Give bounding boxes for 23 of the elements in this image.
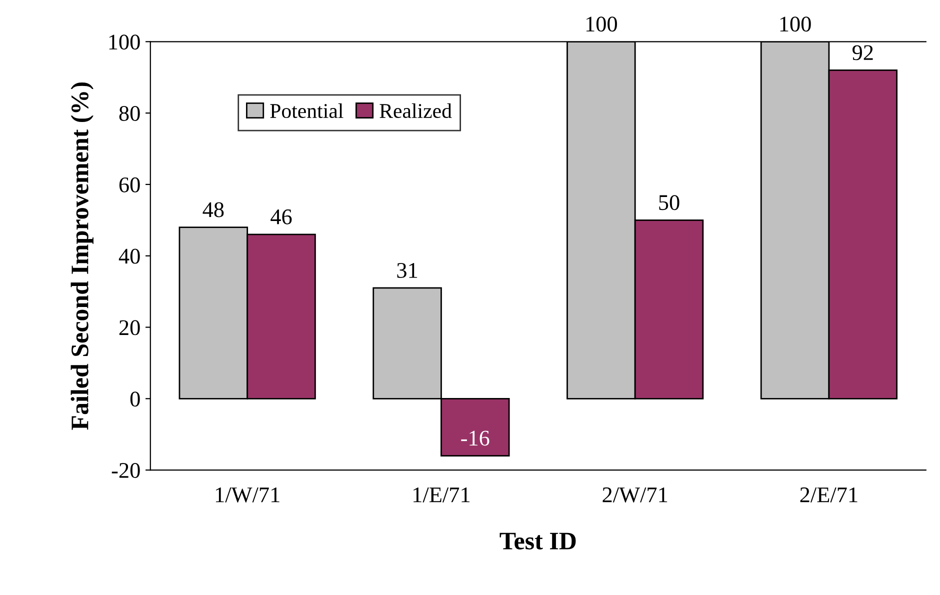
legend-label: Realized [380,103,452,118]
data-label: 50 [659,195,680,210]
data-label: 46 [270,209,292,224]
x-tick-label: 1/W/71 [216,487,280,502]
data-label: 100 [780,16,811,32]
y-tick-label: 100 [109,34,140,50]
y-tick-label: 40 [118,248,140,264]
x-tick-label: 1/E/71 [414,487,470,502]
y-tick-label: 60 [119,177,140,192]
y-tick-label: -20 [112,462,140,478]
x-axis-title: Test ID [500,532,576,550]
x-tick-label: 2/E/71 [800,487,858,502]
x-tick-label: 2/W/71 [602,487,668,502]
legend-label: Potential [270,103,344,118]
y-axis-title: Failed Second Improvement (%) [70,82,94,430]
data-label: 48 [202,202,224,218]
data-label: 92 [852,45,873,60]
y-tick-label: 20 [119,320,140,336]
y-tick-label: 0 [130,392,140,407]
y-tick-label: 80 [119,106,140,121]
data-label: 100 [586,16,617,32]
data-label: 31 [397,262,418,278]
data-label: -16 [461,430,490,446]
